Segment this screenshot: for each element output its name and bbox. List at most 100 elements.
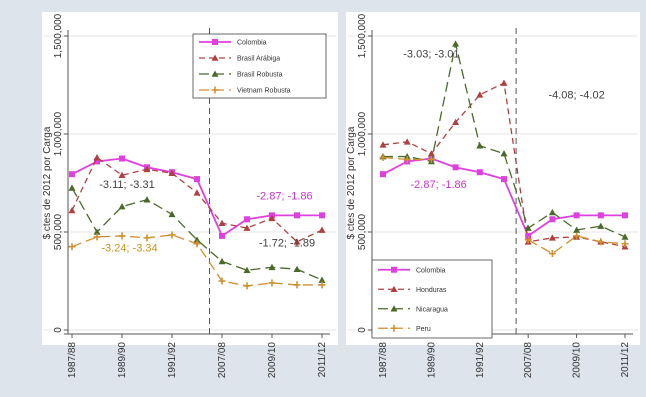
data-point bbox=[143, 165, 151, 173]
data-point bbox=[243, 224, 251, 231]
x-tick-label: 1987/88 bbox=[67, 342, 78, 379]
data-point bbox=[380, 171, 386, 178]
data-point bbox=[379, 154, 387, 162]
data-point bbox=[218, 219, 226, 226]
data-point bbox=[452, 40, 460, 47]
y-axis-label: $ ctes de 2012 por Carga bbox=[42, 126, 53, 239]
data-point bbox=[93, 228, 101, 235]
annotation-label: -1.72; -1.89 bbox=[259, 238, 315, 250]
legend-label: Colombia bbox=[237, 40, 267, 47]
data-point bbox=[524, 224, 532, 231]
data-point bbox=[379, 141, 387, 148]
x-tick-label: 1989/90 bbox=[117, 342, 128, 379]
chart-panel-2: 0 500,000 1,000,000 1,500,000 $ ctes de 2012… bbox=[346, 12, 640, 378]
legend-item: Colombia bbox=[378, 266, 446, 274]
data-point bbox=[573, 226, 581, 233]
data-point bbox=[548, 250, 556, 258]
data-point bbox=[476, 142, 484, 149]
series-2 bbox=[68, 154, 326, 245]
y-axis-label: $ ctes de 2012 por Carga bbox=[346, 126, 357, 239]
data-point bbox=[597, 212, 604, 219]
data-point bbox=[318, 226, 326, 233]
legend-label: Nicaragua bbox=[416, 306, 448, 313]
y-tick-label: 0 bbox=[53, 327, 64, 333]
legend-marker bbox=[211, 70, 219, 77]
data-point bbox=[294, 212, 300, 219]
legend-item: Peru bbox=[378, 324, 431, 333]
data-point bbox=[524, 236, 532, 244]
legend: Colombia Honduras Nicaragua Peru bbox=[371, 259, 493, 339]
legend-label: Vietnam Robusta bbox=[237, 88, 291, 95]
series-line bbox=[71, 187, 323, 281]
x-tick-label: 2011/12 bbox=[620, 342, 631, 378]
data-point bbox=[194, 176, 200, 183]
data-point bbox=[621, 240, 629, 248]
legend-item: Brasil Robusta bbox=[199, 70, 283, 79]
y-tick-label: 1,000,000 bbox=[53, 111, 64, 156]
x-tick-label: 2009/10 bbox=[267, 342, 278, 379]
legend-marker bbox=[211, 86, 219, 94]
y-tick-label: 500,000 bbox=[53, 213, 64, 250]
series-1 bbox=[69, 155, 325, 239]
data-point bbox=[119, 155, 125, 162]
legend-marker bbox=[390, 305, 398, 312]
data-point bbox=[293, 265, 301, 273]
legend-label: Peru bbox=[416, 326, 431, 333]
data-point bbox=[293, 281, 301, 289]
data-point bbox=[143, 234, 151, 242]
y-tick-label: 0 bbox=[357, 327, 368, 333]
data-point bbox=[243, 266, 251, 274]
series-line bbox=[527, 235, 626, 255]
data-point bbox=[168, 169, 176, 176]
data-point bbox=[573, 232, 581, 240]
legend-label: Brasil Arábiga bbox=[237, 56, 280, 63]
data-point bbox=[68, 184, 76, 191]
data-point bbox=[500, 79, 508, 86]
data-point bbox=[219, 232, 225, 239]
x-tick-label: 1991/92 bbox=[475, 342, 486, 379]
data-point bbox=[318, 281, 326, 289]
data-point bbox=[318, 276, 326, 283]
data-point bbox=[193, 189, 201, 196]
legend-item: Nicaragua bbox=[378, 305, 448, 313]
data-point bbox=[118, 203, 126, 210]
annotation-label: -3.11; -3.31 bbox=[99, 179, 154, 191]
legend-marker bbox=[212, 39, 218, 45]
data-point bbox=[268, 263, 276, 271]
data-point bbox=[548, 208, 556, 216]
data-point bbox=[168, 231, 176, 239]
data-point bbox=[68, 206, 76, 214]
x-tick-label: 2007/08 bbox=[523, 342, 534, 379]
data-point bbox=[244, 216, 250, 223]
data-point bbox=[118, 232, 126, 240]
legend-box bbox=[371, 259, 493, 339]
data-point bbox=[68, 243, 76, 251]
legend-marker bbox=[390, 324, 398, 332]
data-point bbox=[218, 277, 226, 285]
data-point bbox=[218, 257, 226, 265]
series-4 bbox=[68, 231, 326, 290]
annotation-label: -4.08; -4.02 bbox=[548, 90, 604, 102]
legend-item: Colombia bbox=[199, 39, 267, 47]
data-point bbox=[500, 150, 508, 157]
data-point bbox=[621, 233, 629, 240]
data-point bbox=[597, 222, 605, 229]
x-tick-label: 1991/92 bbox=[167, 342, 178, 379]
data-point bbox=[501, 176, 507, 183]
data-point bbox=[268, 279, 276, 287]
data-point bbox=[69, 171, 75, 178]
legend-label: Honduras bbox=[416, 287, 447, 294]
series-line bbox=[383, 43, 626, 238]
y-tick-label: 500,000 bbox=[357, 213, 368, 250]
data-point bbox=[143, 196, 151, 203]
data-point bbox=[427, 155, 435, 163]
legend-label: Brasil Robusta bbox=[237, 72, 283, 79]
series-1 bbox=[380, 155, 628, 239]
y-tick-label: 1,500,000 bbox=[357, 13, 368, 58]
data-point bbox=[293, 238, 301, 245]
data-point bbox=[452, 118, 460, 126]
legend: Colombia Brasil Arábiga Brasil Robusta Viet… bbox=[192, 33, 327, 99]
y-tick-label: 1,000,000 bbox=[357, 111, 368, 156]
data-point bbox=[549, 216, 556, 223]
